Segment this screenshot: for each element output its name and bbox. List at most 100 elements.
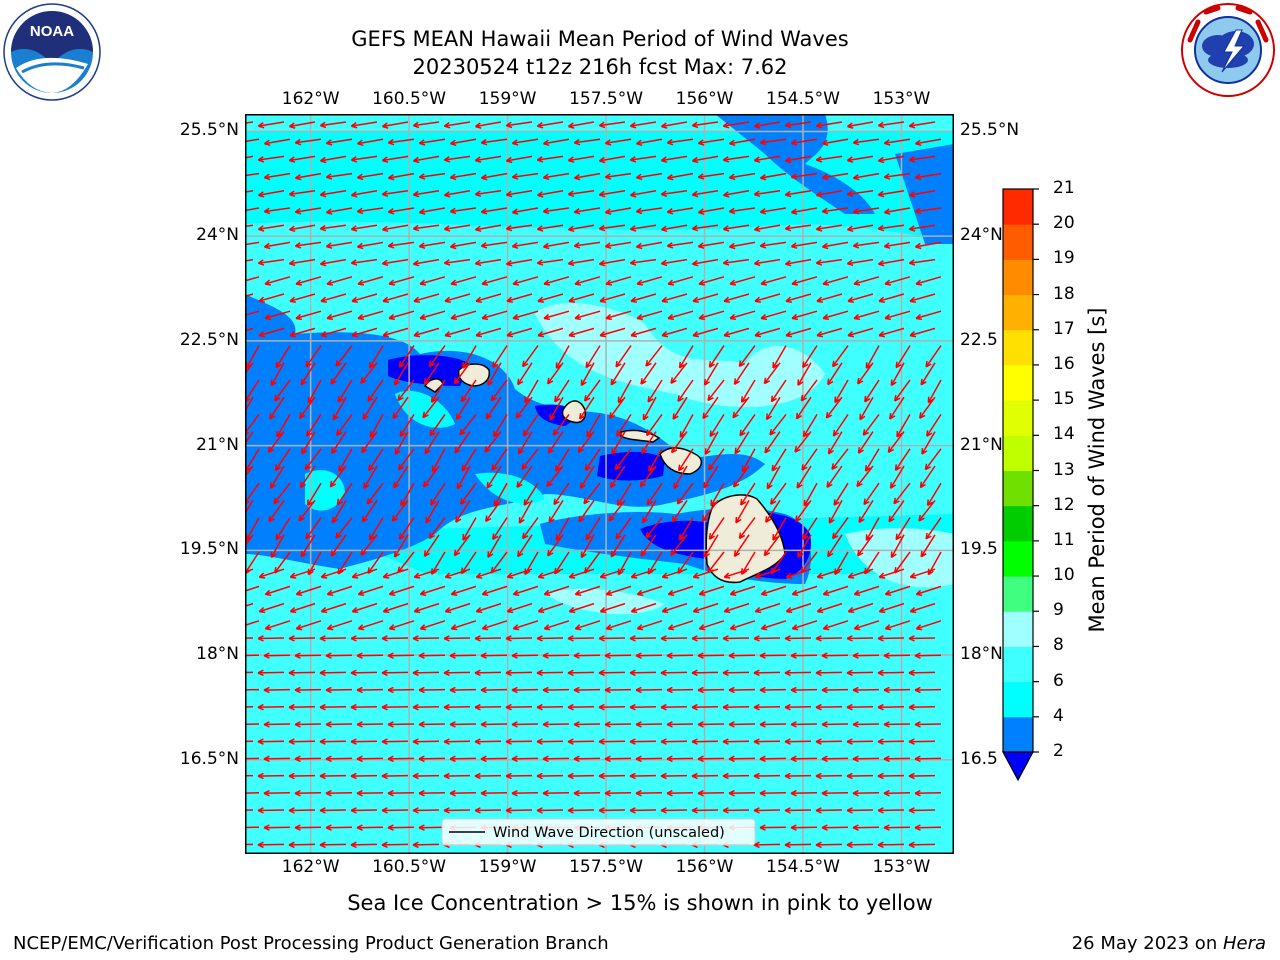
wind-wave-arrow	[554, 448, 570, 472]
wind-wave-arrow	[831, 345, 849, 368]
wind-wave-arrow	[765, 396, 781, 421]
wind-wave-arrow	[487, 534, 502, 558]
wind-wave-arrow	[387, 824, 415, 831]
wind-wave-arrow	[422, 465, 440, 488]
wind-wave-arrow	[608, 499, 626, 522]
wind-wave-arrow	[635, 789, 663, 797]
nws-logo-icon	[1181, 3, 1275, 97]
wind-wave-arrow	[815, 155, 843, 163]
wind-wave-arrow	[616, 413, 632, 437]
wind-wave-arrow	[641, 431, 657, 455]
wind-wave-arrow	[729, 276, 756, 286]
wind-wave-arrow	[505, 703, 533, 711]
wind-wave-arrow	[697, 652, 725, 659]
wind-wave-arrow	[833, 482, 849, 506]
colorbar-segment	[1003, 540, 1033, 577]
wind-wave-arrow	[831, 448, 849, 470]
wind-wave-arrow	[294, 207, 322, 215]
wind-wave-arrow	[908, 224, 936, 232]
wind-wave-arrow	[604, 686, 632, 694]
wind-wave-arrow	[759, 721, 787, 728]
wind-wave-arrow	[387, 755, 415, 763]
wind-wave-arrow	[723, 327, 750, 338]
wind-wave-arrow	[300, 534, 316, 558]
wind-wave-arrow	[418, 755, 446, 763]
wind-wave-arrow	[598, 703, 626, 711]
wind-wave-arrow	[698, 585, 725, 596]
wind-wave-arrow	[413, 568, 440, 579]
wind-wave-arrow	[722, 669, 750, 677]
wind-wave-arrow	[857, 431, 874, 454]
wind-wave-arrow	[640, 362, 657, 385]
wind-wave-arrow	[381, 258, 409, 267]
wind-wave-arrow	[444, 602, 471, 614]
wind-wave-arrow	[542, 686, 570, 694]
wind-wave-arrow	[475, 293, 502, 303]
wind-wave-arrow	[784, 190, 812, 198]
wind-wave-arrow	[245, 671, 254, 674]
wind-wave-arrow	[245, 774, 254, 777]
lat-label-left: 25.5°N	[179, 120, 239, 141]
wind-wave-arrow	[914, 824, 942, 831]
map-legend: Wind Wave Direction (unscaled)	[441, 818, 756, 846]
wind-wave-arrow	[367, 379, 384, 402]
wind-wave-arrow	[753, 703, 781, 711]
wind-wave-arrow	[511, 755, 539, 763]
wind-wave-arrow	[584, 448, 601, 472]
wind-wave-arrow	[264, 276, 291, 286]
colorbar-segment	[1003, 400, 1033, 436]
wind-wave-arrow	[889, 465, 905, 489]
colorbar-segment	[1003, 364, 1033, 401]
wind-wave-arrow	[449, 207, 477, 215]
wind-wave-arrow	[666, 207, 694, 215]
wind-wave-arrow	[883, 172, 911, 180]
wind-wave-arrow	[887, 431, 905, 454]
wind-wave-arrow	[351, 602, 378, 614]
wind-wave-arrow	[728, 652, 756, 659]
wind-wave-arrow	[491, 448, 508, 471]
wind-wave-arrow	[412, 807, 440, 814]
wind-wave-arrow	[858, 500, 874, 524]
colorbar-tick-label: 16	[1053, 353, 1075, 374]
lon-label-top: 157.5°W	[569, 89, 644, 109]
wind-wave-direction-arrows	[245, 121, 942, 849]
wind-wave-arrow	[790, 241, 818, 249]
wind-wave-arrow	[567, 155, 595, 163]
wind-wave-arrow	[629, 258, 657, 266]
wind-wave-arrow	[673, 465, 688, 490]
colorbar-tick-label: 4	[1053, 705, 1064, 726]
wind-wave-arrow	[691, 738, 719, 745]
wind-wave-arrow	[289, 568, 316, 579]
wind-wave-arrow	[754, 568, 781, 579]
wind-wave-arrow	[678, 345, 694, 369]
wind-wave-arrow	[288, 772, 316, 780]
wind-wave-arrow	[908, 669, 936, 677]
wind-wave-arrow	[263, 789, 291, 797]
wind-wave-arrow	[666, 241, 694, 249]
wind-wave-arrow	[351, 327, 378, 338]
wind-wave-arrow	[760, 620, 787, 631]
wind-wave-arrow	[366, 482, 384, 505]
wind-wave-arrow	[825, 396, 843, 419]
wind-wave-arrow	[852, 172, 880, 181]
wind-wave-arrow	[852, 686, 880, 694]
wind-wave-arrow	[759, 652, 787, 659]
wind-wave-arrow	[481, 620, 508, 631]
wind-wave-arrow	[914, 652, 942, 659]
footer-date: 26 May 2023 on	[1071, 933, 1223, 954]
wind-wave-arrow	[450, 276, 477, 286]
wind-wave-arrow	[921, 431, 936, 455]
wind-wave-arrow	[568, 602, 595, 614]
wind-wave-arrow	[269, 465, 285, 489]
wind-wave-arrow	[325, 138, 353, 146]
wind-wave-arrow	[598, 258, 626, 267]
wind-wave-arrow	[418, 721, 446, 728]
wind-wave-arrow	[615, 517, 632, 540]
wind-wave-arrow	[505, 224, 533, 232]
wind-wave-arrow	[878, 568, 905, 579]
wind-wave-arrow	[815, 703, 843, 711]
wind-wave-arrow	[492, 345, 508, 369]
wind-wave-arrow	[258, 602, 285, 614]
wind-wave-arrow	[790, 721, 818, 728]
wind-wave-arrow	[691, 224, 719, 232]
